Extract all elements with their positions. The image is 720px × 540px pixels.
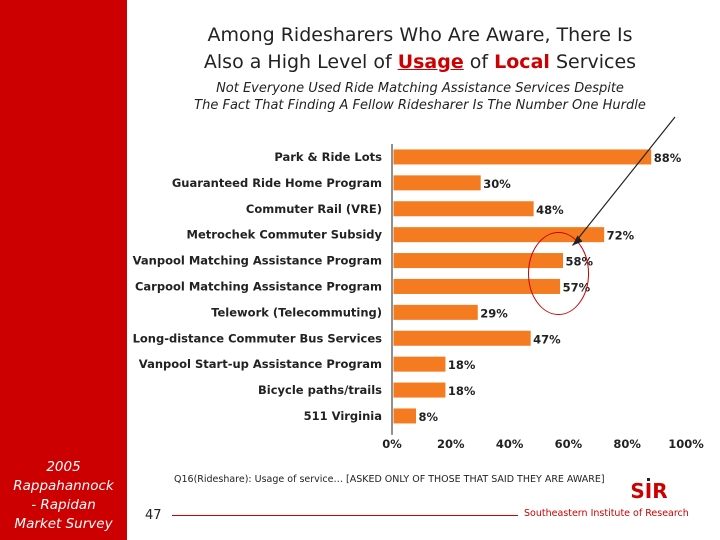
title-prefix: Also a High Level of [203, 51, 398, 73]
subtitle-line-1: Not Everyone Used Ride Matching Assistan… [216, 81, 624, 96]
page-number: 47 [145, 508, 162, 523]
callout-arrow-line [572, 116, 676, 246]
x-tick-label: 20% [437, 437, 465, 451]
x-tick-label: 80% [613, 437, 641, 451]
bar [392, 407, 418, 425]
x-tick-label: 100% [668, 437, 704, 451]
category-label: Guaranteed Ride Home Program [172, 176, 382, 190]
bar [392, 252, 565, 270]
value-label: 47% [533, 332, 561, 346]
caption-line: - Rapidan [31, 497, 96, 513]
organization-name: Southeastern Institute of Research [524, 508, 689, 519]
title-suffix: Services [549, 51, 637, 73]
caption-line: Market Survey [14, 516, 113, 532]
value-label: 30% [483, 177, 511, 191]
highlight-circle [528, 232, 590, 315]
category-label: Bicycle paths/trails [258, 383, 382, 397]
callout-arrow-head [572, 235, 583, 246]
value-label: 72% [607, 229, 635, 243]
bar [392, 226, 606, 244]
category-label: Carpool Matching Assistance Program [135, 279, 382, 293]
category-label: Long-distance Commuter Bus Services [133, 331, 383, 345]
category-label: 511 Virginia [304, 409, 382, 423]
bar [392, 174, 482, 192]
footer-divider [172, 515, 518, 516]
value-label: 57% [563, 280, 591, 294]
svg-text:SIR: SIR [631, 479, 667, 502]
value-label: 48% [536, 203, 564, 217]
caption-line: Rappahannock [13, 478, 114, 494]
bar [392, 303, 479, 321]
category-label: Vanpool Start-up Assistance Program [139, 357, 382, 371]
value-label: 29% [480, 306, 508, 320]
title-line-1: Among Ridesharers Who Are Aware, There I… [207, 24, 633, 46]
value-label: 18% [448, 358, 476, 372]
title-highlight-usage: Usage [397, 51, 464, 73]
bar [392, 381, 447, 399]
value-label: 18% [448, 384, 476, 398]
slide-title: Among Ridesharers Who Are Aware, There I… [150, 22, 690, 76]
sidebar-panel: 2005 Rappahannock - Rapidan Market Surve… [0, 0, 127, 540]
bar [392, 355, 447, 373]
x-tick-label: 60% [555, 437, 583, 451]
sir-logo: SIR [631, 478, 667, 502]
x-tick-label: 40% [496, 437, 524, 451]
category-label: Commuter Rail (VRE) [246, 202, 382, 216]
category-label: Telework (Telecommuting) [211, 305, 382, 319]
category-label: Metrochek Commuter Subsidy [187, 228, 383, 242]
slide-subtitle: Not Everyone Used Ride Matching Assistan… [150, 80, 690, 114]
title-line-2: Also a High Level of Usage of Local Serv… [150, 49, 690, 76]
category-label: Park & Ride Lots [274, 150, 382, 164]
category-label: Vanpool Matching Assistance Program [133, 254, 382, 268]
title-highlight-local: Local [494, 51, 550, 73]
bar [392, 329, 532, 347]
survey-caption: 2005 Rappahannock - Rapidan Market Surve… [0, 458, 127, 534]
bar [392, 200, 535, 218]
value-label: 8% [419, 410, 439, 424]
x-tick-label: 0% [382, 437, 402, 451]
value-label: 58% [566, 255, 594, 269]
bar [392, 277, 562, 295]
title-middle: of [463, 51, 495, 73]
caption-line: 2005 [46, 459, 81, 475]
bar [392, 148, 653, 166]
value-label: 88% [654, 151, 682, 165]
question-footnote: Q16(Rideshare): Usage of service… [ASKED… [174, 474, 605, 485]
subtitle-line-2: The Fact That Finding A Fellow Rideshare… [194, 98, 646, 113]
